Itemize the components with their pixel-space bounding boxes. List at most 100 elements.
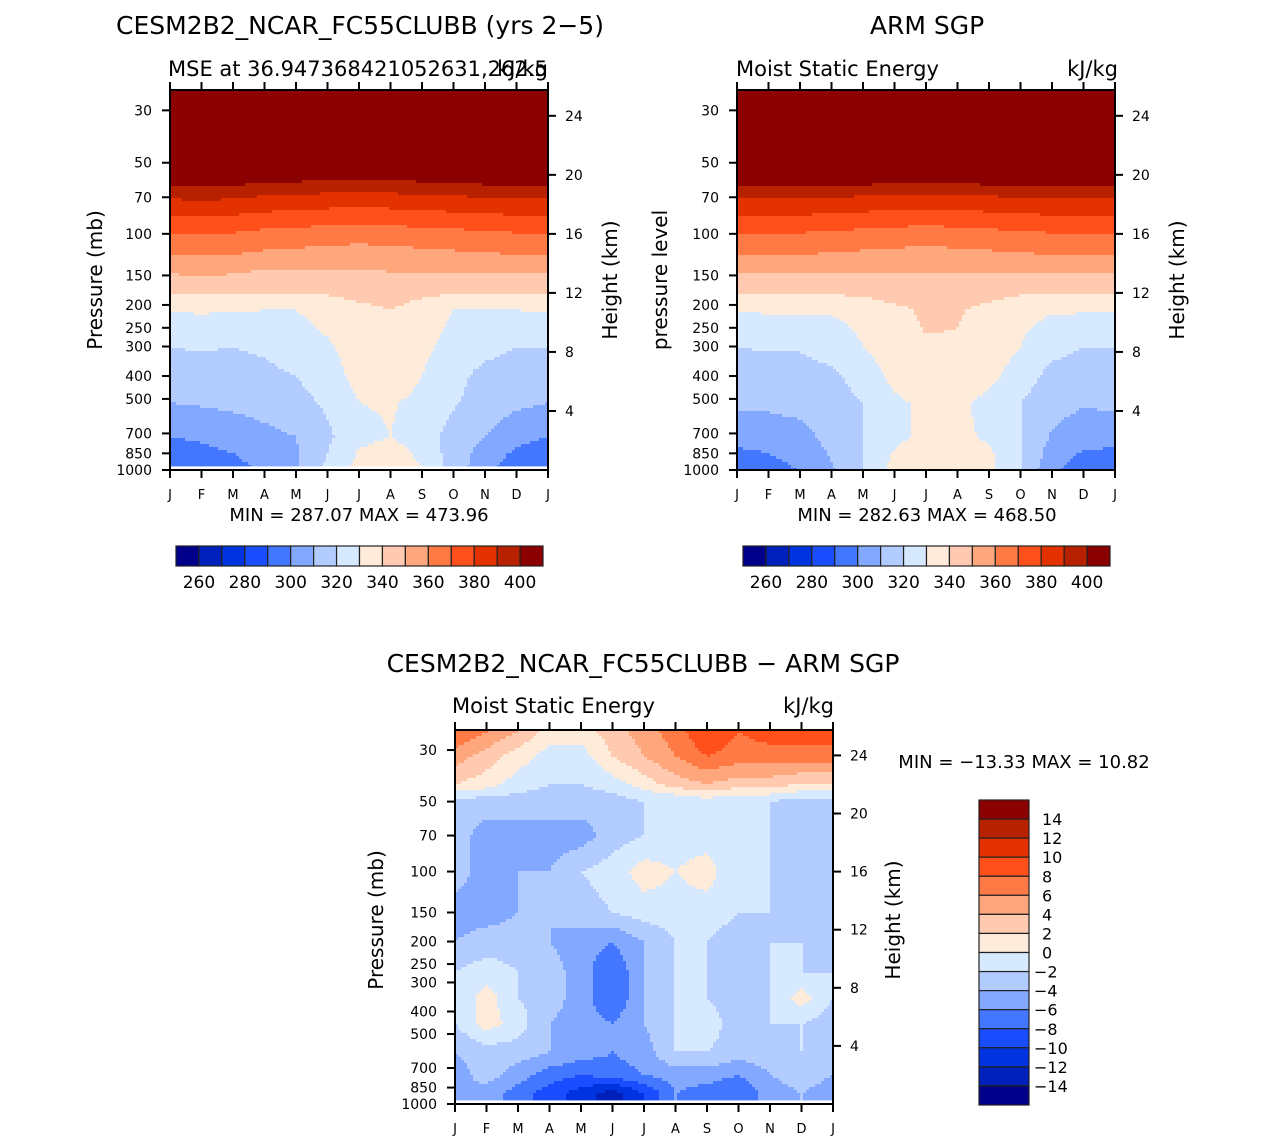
contour-cell [359,186,362,189]
contour-cell [497,129,500,132]
contour-cell [506,144,509,147]
contour-cell [314,186,317,189]
contour-cell [410,102,413,105]
contour-cell [287,117,290,120]
contour-cell [485,186,488,189]
contour-cell [389,108,392,111]
contour-cell [257,129,260,132]
contour-cell [269,195,272,198]
contour-cell [188,183,191,186]
contour-cell [449,174,452,177]
contour-cell [275,117,278,120]
contour-cell [398,186,401,189]
contour-cell [518,126,521,129]
contour-cell [398,123,401,126]
contour-cell [383,123,386,126]
contour-cell [293,153,296,156]
contour-cell [503,144,506,147]
contour-cell [203,135,206,138]
contour-cell [380,186,383,189]
contour-cell [287,174,290,177]
contour-cell [401,174,404,177]
contour-cell [419,114,422,117]
contour-cell [176,138,179,141]
contour-cell [200,144,203,147]
contour-cell [341,162,344,165]
contour-cell [197,189,200,192]
contour-cell [248,141,251,144]
contour-cell [266,195,269,198]
contour-cell [437,174,440,177]
contour-cell [173,207,176,210]
contour-cell [329,117,332,120]
contour-cell [440,180,443,183]
contour-cell [362,105,365,108]
contour-cell [473,120,476,123]
contour-cell [278,150,281,153]
contour-cell [416,168,419,171]
contour-cell [500,162,503,165]
contour-cell [203,141,206,144]
contour-cell [287,138,290,141]
contour-cell [515,165,518,168]
contour-cell [314,105,317,108]
contour-cell [197,195,200,198]
contour-cell [407,165,410,168]
contour-cell [197,135,200,138]
contour-cell [260,108,263,111]
contour-cell [197,207,200,210]
contour-cell [404,168,407,171]
contour-cell [245,123,248,126]
contour-cell [191,144,194,147]
contour-cell [230,111,233,114]
contour-cell [239,204,242,207]
contour-cell [335,195,338,198]
contour-cell [497,183,500,186]
contour-cell [335,147,338,150]
contour-cell [359,147,362,150]
contour-cell [533,132,536,135]
contour-cell [245,135,248,138]
contour-cell [350,99,353,102]
contour-cell [278,126,281,129]
contour-cell [320,186,323,189]
contour-cell [503,198,506,201]
contour-cell [173,93,176,96]
contour-cell [332,120,335,123]
contour-cell [491,201,494,204]
contour-cell [305,99,308,102]
contour-cell [458,204,461,207]
contour-cell [299,135,302,138]
contour-cell [179,135,182,138]
contour-cell [383,141,386,144]
contour-cell [236,144,239,147]
contour-cell [182,198,185,201]
contour-cell [521,180,524,183]
contour-cell [335,108,338,111]
contour-cell [344,147,347,150]
contour-cell [176,114,179,117]
contour-cell [419,159,422,162]
contour-cell [257,96,260,99]
contour-cell [500,102,503,105]
contour-cell [260,162,263,165]
contour-cell [464,105,467,108]
contour-cell [482,165,485,168]
contour-cell [365,159,368,162]
contour-cell [278,168,281,171]
contour-cell [191,105,194,108]
contour-cell [215,171,218,174]
contour-cell [338,198,341,201]
contour-cell [332,165,335,168]
contour-cell [401,144,404,147]
contour-cell [251,126,254,129]
contour-cell [377,165,380,168]
contour-cell [305,93,308,96]
contour-cell [272,96,275,99]
contour-cell [338,129,341,132]
contour-cell [533,195,536,198]
contour-cell [443,177,446,180]
contour-cell [485,111,488,114]
contour-cell [221,132,224,135]
contour-cell [221,204,224,207]
